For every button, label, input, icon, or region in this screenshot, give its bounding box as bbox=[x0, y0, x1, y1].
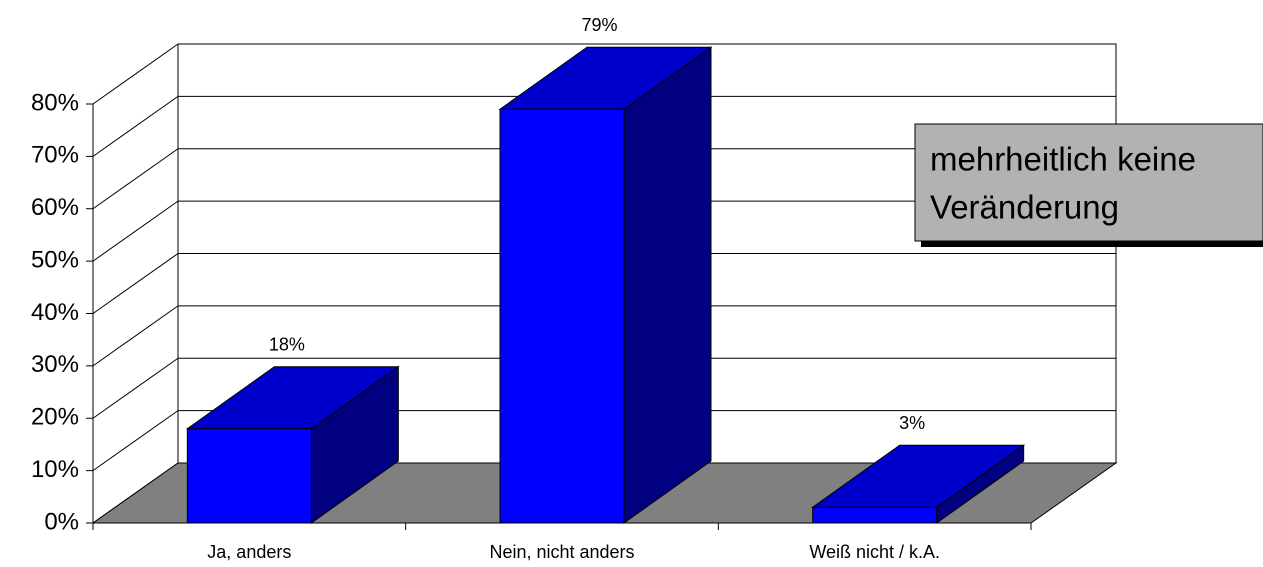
y-tick-label: 80% bbox=[31, 89, 79, 116]
bar bbox=[186, 428, 312, 524]
y-tick-label: 40% bbox=[31, 299, 79, 326]
grid-line-side bbox=[92, 357, 179, 419]
y-tick-label: 50% bbox=[31, 246, 79, 273]
data-label: 3% bbox=[899, 413, 925, 433]
x-tick-label: Weiß nicht / k.A. bbox=[809, 542, 940, 562]
grid-line-side bbox=[92, 305, 179, 367]
grid-line-side bbox=[92, 253, 179, 314]
y-tick-label: 60% bbox=[31, 194, 79, 221]
y-tick-label: 70% bbox=[31, 142, 79, 169]
grid-line-side bbox=[92, 410, 179, 472]
grid-line-side bbox=[92, 95, 179, 157]
x-tick-label: Ja, anders bbox=[207, 542, 291, 562]
annotation-box bbox=[914, 123, 1263, 242]
bar-side bbox=[623, 46, 712, 524]
grid-line-side bbox=[92, 43, 179, 105]
bar bbox=[499, 108, 625, 524]
y-tick-label: 30% bbox=[31, 351, 79, 378]
grid-line-side bbox=[92, 200, 179, 262]
y-tick-label: 0% bbox=[44, 508, 79, 535]
data-label: 79% bbox=[581, 15, 617, 35]
annotation-text: mehrheitlich keine bbox=[930, 141, 1196, 178]
data-label: 18% bbox=[269, 334, 305, 354]
grid-line-side bbox=[92, 148, 179, 210]
y-tick-label: 20% bbox=[31, 404, 79, 431]
y-tick-label: 10% bbox=[31, 456, 79, 483]
bar bbox=[812, 506, 938, 524]
annotation-text: Veränderung bbox=[930, 189, 1119, 226]
x-tick-label: Nein, nicht anders bbox=[489, 542, 634, 562]
